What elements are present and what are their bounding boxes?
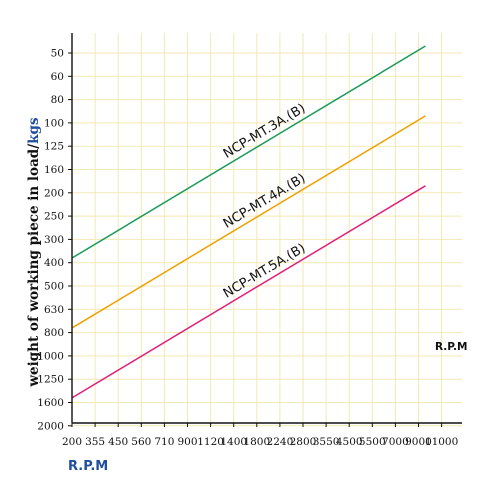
x-tick-label: 560 (131, 436, 151, 448)
y-tick-label: 630 (44, 304, 64, 316)
x-tick-label: 900 (177, 436, 197, 448)
x-tick-label: 11000 (425, 436, 458, 448)
y-axis-label-main: weight of working piece in load/ (26, 144, 42, 388)
y-tick-label: 500 (44, 281, 64, 293)
y-tick-label: 1250 (37, 374, 64, 386)
x-tick-labels: 200 355 450 560 710 900 1120140018002240280035… (62, 436, 458, 448)
x-tick-label: 450 (108, 436, 128, 448)
x-tick-label: 1120 (197, 436, 224, 448)
y-tick-label: 100 (44, 117, 64, 129)
y-tick-label: 2000 (37, 420, 64, 432)
y-tick-label: 80 (51, 94, 64, 106)
y-tick-labels: 50 60 80 100 125 160 200 250 300 400 500 630 800 1000… (37, 48, 64, 433)
series-line (71, 45, 426, 259)
x-tick-label: 2800 (290, 436, 317, 448)
y-tick-label: 125 (44, 141, 64, 153)
y-tick-label: 60 (51, 71, 64, 83)
y-tick-label: 250 (44, 211, 64, 223)
y-tick-label: 160 (44, 164, 64, 176)
y-tick-label: 400 (44, 257, 64, 269)
x-tick-label: 9000 (405, 436, 432, 448)
axes (68, 33, 462, 427)
series-line (71, 115, 426, 329)
x-axis-label: R.P.M (68, 459, 108, 474)
x-tick-label: 1400 (220, 436, 247, 448)
x-tick-label: 5500 (359, 436, 386, 448)
y-tick-label: 800 (44, 327, 64, 339)
x-tick-label: 710 (154, 436, 174, 448)
x-tick-label: 1800 (243, 436, 270, 448)
series-lines (71, 45, 426, 399)
x-tick-label: 7000 (382, 436, 409, 448)
x-tick-label: 355 (85, 436, 105, 448)
x-tick-label: 4500 (336, 436, 363, 448)
series-line (71, 185, 426, 399)
y-axis-label-unit: kgs (26, 117, 42, 144)
x-tick-label: 2240 (267, 436, 294, 448)
x-tick-label: 3550 (313, 436, 340, 448)
grid (71, 33, 462, 427)
y-axis-label: weight of working piece in load/kgs (26, 117, 42, 388)
y-tick-label: 50 (51, 48, 64, 60)
y-tick-label: 200 (44, 187, 64, 199)
y-tick-label: 1600 (37, 397, 64, 409)
x-axis-corner-label: R.P.M (435, 341, 467, 353)
x-tick-label: 200 (62, 436, 82, 448)
y-tick-label: 300 (44, 234, 64, 246)
y-tick-label: 1000 (37, 350, 64, 362)
